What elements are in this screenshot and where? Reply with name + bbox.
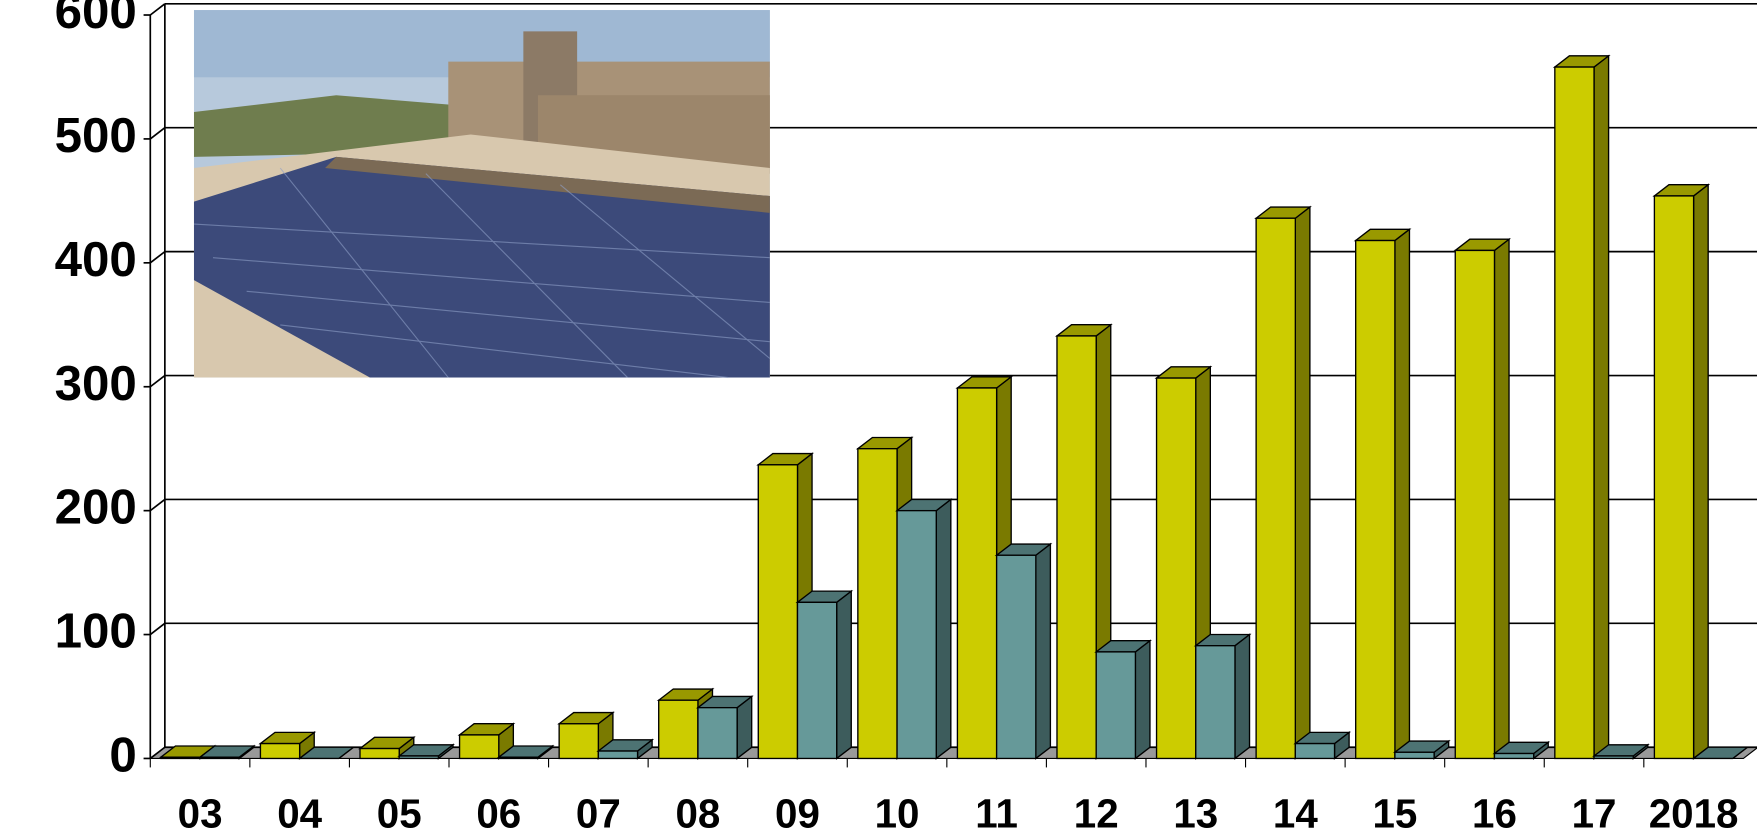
x-tick-label: 05 bbox=[377, 790, 422, 836]
y-tick-label: 300 bbox=[55, 356, 137, 411]
bar bbox=[398, 755, 440, 760]
bar bbox=[259, 742, 301, 760]
x-tick-label: 11 bbox=[975, 790, 1018, 836]
bar-side bbox=[836, 589, 852, 760]
bar bbox=[796, 601, 838, 760]
bar bbox=[956, 387, 998, 760]
grid-line bbox=[149, 746, 166, 760]
x-tick-label: 12 bbox=[1074, 790, 1119, 836]
bar bbox=[1394, 751, 1435, 760]
bar bbox=[498, 756, 539, 760]
bar bbox=[1454, 249, 1496, 760]
bar bbox=[857, 448, 898, 760]
bar bbox=[995, 554, 1037, 760]
bar bbox=[359, 747, 400, 760]
bar bbox=[1294, 742, 1336, 760]
x-tick-label: 07 bbox=[576, 790, 621, 836]
bar bbox=[1095, 651, 1137, 760]
x-tick-label: 04 bbox=[277, 790, 322, 836]
grid-line bbox=[149, 3, 166, 16]
bar bbox=[697, 706, 738, 760]
bar bbox=[1355, 239, 1396, 760]
bar-side bbox=[935, 498, 952, 760]
grid-line bbox=[149, 622, 166, 636]
bar-top bbox=[297, 746, 356, 760]
bar bbox=[1554, 66, 1595, 760]
grid-line bbox=[149, 127, 166, 140]
bar bbox=[458, 734, 500, 760]
bar bbox=[1653, 195, 1695, 760]
x-tick-label: 14 bbox=[1273, 790, 1318, 836]
bar-side bbox=[1493, 237, 1510, 760]
bar bbox=[558, 723, 600, 760]
x-tick-label: 13 bbox=[1173, 790, 1218, 836]
bar bbox=[1056, 335, 1097, 760]
bar bbox=[1195, 645, 1236, 760]
bar bbox=[1593, 755, 1634, 760]
bar-side bbox=[1234, 633, 1251, 760]
x-tick-label: 10 bbox=[875, 790, 920, 836]
bar bbox=[199, 756, 240, 760]
y-tick-label: 0 bbox=[109, 727, 136, 782]
grid-line bbox=[149, 250, 166, 264]
x-tick-label: 15 bbox=[1372, 790, 1417, 836]
bar-side bbox=[1394, 227, 1411, 760]
bar bbox=[1255, 217, 1297, 760]
bar bbox=[658, 699, 699, 760]
y-tick-label: 400 bbox=[55, 232, 137, 287]
x-tick-label: 06 bbox=[476, 790, 521, 836]
bar-side bbox=[1035, 542, 1052, 760]
bar-side bbox=[1692, 183, 1709, 760]
bar bbox=[896, 509, 937, 760]
x-tick-label: 16 bbox=[1472, 790, 1517, 836]
y-tick-label: 100 bbox=[55, 604, 137, 659]
bar-side bbox=[1593, 54, 1610, 760]
bar bbox=[1155, 377, 1197, 760]
bar-side bbox=[1294, 205, 1311, 760]
x-tick-label: 17 bbox=[1572, 790, 1617, 836]
bar-side bbox=[1134, 639, 1151, 760]
bar bbox=[597, 750, 639, 760]
bar bbox=[1493, 752, 1535, 760]
y-tick-label: 500 bbox=[55, 108, 137, 163]
y-tick-label: 200 bbox=[55, 480, 137, 535]
bar bbox=[160, 756, 201, 760]
x-tick-label: 08 bbox=[675, 790, 720, 836]
x-tick-label: 2018 bbox=[1649, 790, 1739, 836]
grid-line bbox=[149, 498, 166, 512]
bar bbox=[757, 464, 799, 760]
x-tick-label: 09 bbox=[775, 790, 820, 836]
solar-panel-photo bbox=[193, 10, 771, 379]
bar-top bbox=[1691, 746, 1750, 760]
x-tick-label: 03 bbox=[178, 790, 223, 836]
y-tick-label: 600 bbox=[55, 0, 137, 39]
grid-line bbox=[149, 374, 166, 388]
